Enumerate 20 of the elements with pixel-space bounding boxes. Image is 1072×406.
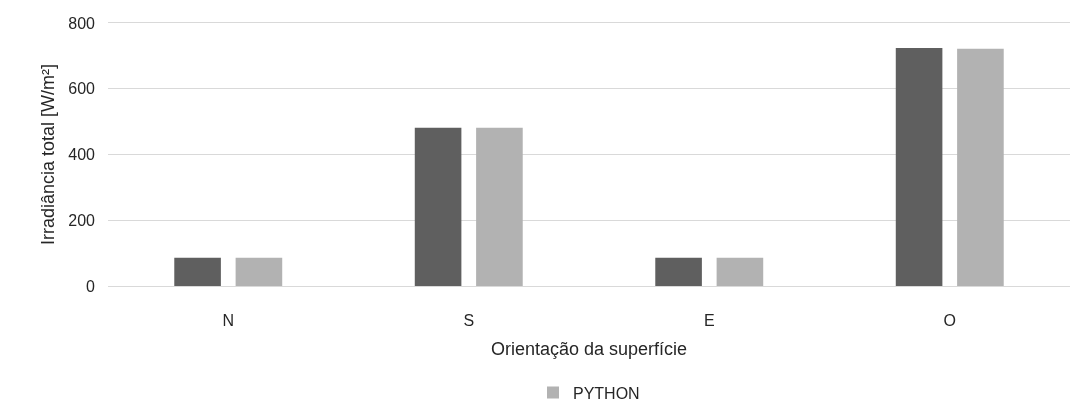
y-tick-label: 200	[68, 211, 96, 229]
bar	[235, 257, 283, 286]
y-tick-label: 400	[68, 146, 96, 164]
y-tick-label: 800	[68, 14, 96, 32]
bar	[476, 127, 523, 286]
bar	[895, 47, 943, 286]
y-axis-title: Irradiância total [W/m²]	[38, 63, 59, 246]
x-tick-label: S	[463, 312, 475, 330]
bar	[174, 257, 221, 286]
bar	[957, 48, 1004, 286]
x-tick-label: O	[943, 312, 956, 330]
x-tick-label: N	[222, 312, 235, 330]
bar	[414, 127, 462, 286]
legend-label: PYTHON	[573, 384, 640, 402]
x-axis-title: Orientação da superfície	[490, 339, 688, 360]
y-tick-label: 0	[86, 277, 96, 295]
y-tick-label: 600	[68, 80, 96, 98]
bar	[655, 257, 702, 286]
x-tick-label: E	[703, 312, 715, 330]
bar	[716, 257, 764, 286]
